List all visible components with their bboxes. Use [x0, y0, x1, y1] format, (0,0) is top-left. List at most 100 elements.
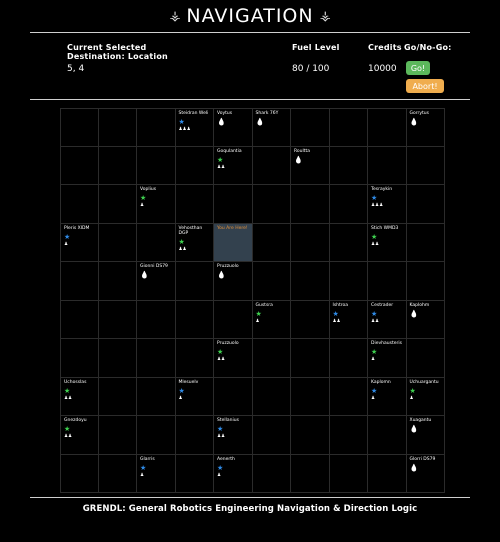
grid-cell-empty[interactable]: [291, 377, 330, 416]
grid-cell-empty[interactable]: [406, 262, 445, 301]
grid-cell-empty[interactable]: [98, 223, 137, 262]
grid-cell-location[interactable]: Kaplohm 💧: [406, 300, 445, 339]
grid-cell-empty[interactable]: [60, 339, 99, 378]
grid-cell-location[interactable]: Aenerth ★ ♟: [214, 454, 253, 493]
grid-cell-empty[interactable]: [175, 146, 214, 185]
grid-cell-empty[interactable]: [60, 185, 99, 224]
grid-cell-location[interactable]: Stellanius ★ ♟♟: [214, 416, 253, 455]
grid-cell-empty[interactable]: [60, 108, 99, 147]
grid-cell-empty[interactable]: [252, 339, 291, 378]
grid-cell-empty[interactable]: [291, 339, 330, 378]
grid-cell-location[interactable]: You Are Here!: [214, 223, 253, 262]
grid-cell-location[interactable]: Dievhausteris ★ ♟: [368, 339, 407, 378]
grid-cell-empty[interactable]: [368, 108, 407, 147]
grid-cell-empty[interactable]: [137, 339, 176, 378]
grid-cell-empty[interactable]: [214, 300, 253, 339]
grid-cell-empty[interactable]: [329, 377, 368, 416]
grid-cell-empty[interactable]: [329, 416, 368, 455]
grid-cell-location[interactable]: Pruzzuolo 💧: [214, 262, 253, 301]
grid-cell-empty[interactable]: [214, 377, 253, 416]
grid-cell-location[interactable]: Xuagantu 💧: [406, 416, 445, 455]
grid-cell-empty[interactable]: [137, 146, 176, 185]
grid-cell-empty[interactable]: [406, 185, 445, 224]
grid-cell-empty[interactable]: [98, 300, 137, 339]
grid-cell-empty[interactable]: [406, 223, 445, 262]
grid-cell-empty[interactable]: [329, 108, 368, 147]
grid-cell-location[interactable]: Glarris ★ ♟: [137, 454, 176, 493]
grid-cell-empty[interactable]: [252, 416, 291, 455]
grid-cell-empty[interactable]: [175, 262, 214, 301]
grid-cell-empty[interactable]: [60, 454, 99, 493]
grid-cell-location[interactable]: Cestrader ★ ♟♟: [368, 300, 407, 339]
grid-cell-empty[interactable]: [60, 262, 99, 301]
grid-cell-location[interactable]: Mlesuelv ★ ♟: [175, 377, 214, 416]
grid-cell-empty[interactable]: [329, 146, 368, 185]
grid-cell-location[interactable]: Uchosslas ★ ♟♟: [60, 377, 99, 416]
go-button[interactable]: Go!: [406, 61, 430, 75]
grid-cell-location[interactable]: Tesraykin ★ ♟♟♟: [368, 185, 407, 224]
grid-cell-location[interactable]: Shark 76Y 💧: [252, 108, 291, 147]
grid-cell-empty[interactable]: [329, 339, 368, 378]
grid-cell-empty[interactable]: [214, 185, 253, 224]
grid-cell-empty[interactable]: [137, 416, 176, 455]
grid-cell-empty[interactable]: [252, 454, 291, 493]
grid-cell-location[interactable]: Ishtroa ★ ♟♟: [329, 300, 368, 339]
grid-cell-empty[interactable]: [291, 454, 330, 493]
grid-cell-empty[interactable]: [60, 300, 99, 339]
grid-cell-empty[interactable]: [406, 339, 445, 378]
grid-cell-location[interactable]: Goqulantia ★ ♟♟: [214, 146, 253, 185]
grid-cell-empty[interactable]: [98, 454, 137, 493]
grid-cell-empty[interactable]: [291, 108, 330, 147]
grid-cell-empty[interactable]: [329, 262, 368, 301]
grid-cell-empty[interactable]: [368, 146, 407, 185]
grid-cell-empty[interactable]: [252, 223, 291, 262]
grid-cell-empty[interactable]: [98, 262, 137, 301]
grid-cell-location[interactable]: Gustsra ★ ♟: [252, 300, 291, 339]
grid-cell-location[interactable]: Voplius ★ ♟: [137, 185, 176, 224]
grid-cell-empty[interactable]: [137, 300, 176, 339]
grid-cell-location[interactable]: Voytus 💧: [214, 108, 253, 147]
grid-cell-location[interactable]: Vehosthan DGP ★ ♟♟: [175, 223, 214, 262]
grid-cell-location[interactable]: Kaplomn ★ ♟: [368, 377, 407, 416]
grid-cell-location[interactable]: Gionni DS79 💧: [137, 262, 176, 301]
grid-cell-empty[interactable]: [368, 454, 407, 493]
grid-cell-empty[interactable]: [60, 146, 99, 185]
grid-cell-empty[interactable]: [368, 262, 407, 301]
grid-cell-empty[interactable]: [291, 300, 330, 339]
grid-cell-location[interactable]: Uchuargantu ★ ♟: [406, 377, 445, 416]
grid-cell-empty[interactable]: [329, 454, 368, 493]
grid-cell-empty[interactable]: [175, 416, 214, 455]
grid-cell-empty[interactable]: [175, 454, 214, 493]
grid-cell-location[interactable]: Roultta 💧: [291, 146, 330, 185]
grid-cell-location[interactable]: Steidran Weli ★ ♟♟♟: [175, 108, 214, 147]
abort-button[interactable]: Abort!: [406, 79, 444, 93]
grid-cell-empty[interactable]: [137, 108, 176, 147]
grid-cell-empty[interactable]: [329, 185, 368, 224]
grid-cell-empty[interactable]: [252, 185, 291, 224]
grid-cell-empty[interactable]: [175, 185, 214, 224]
grid-cell-location[interactable]: Gnezdoyu ★ ♟♟: [60, 416, 99, 455]
grid-cell-empty[interactable]: [291, 185, 330, 224]
grid-cell-empty[interactable]: [98, 108, 137, 147]
grid-cell-empty[interactable]: [406, 146, 445, 185]
grid-cell-empty[interactable]: [175, 300, 214, 339]
grid-cell-empty[interactable]: [175, 339, 214, 378]
grid-cell-location[interactable]: Stich WMD3 ★ ♟♟: [368, 223, 407, 262]
grid-cell-location[interactable]: Pleris XIDM ★ ♟: [60, 223, 99, 262]
grid-cell-empty[interactable]: [252, 262, 291, 301]
grid-cell-empty[interactable]: [98, 377, 137, 416]
grid-cell-location[interactable]: Glorri DS79 💧: [406, 454, 445, 493]
grid-cell-empty[interactable]: [98, 185, 137, 224]
grid-cell-empty[interactable]: [291, 223, 330, 262]
grid-cell-empty[interactable]: [98, 146, 137, 185]
grid-cell-empty[interactable]: [98, 416, 137, 455]
grid-cell-empty[interactable]: [252, 377, 291, 416]
grid-cell-empty[interactable]: [137, 377, 176, 416]
grid-cell-location[interactable]: Gorrytus 💧: [406, 108, 445, 147]
grid-cell-empty[interactable]: [252, 146, 291, 185]
grid-cell-empty[interactable]: [368, 416, 407, 455]
grid-cell-empty[interactable]: [98, 339, 137, 378]
grid-cell-empty[interactable]: [291, 262, 330, 301]
grid-cell-empty[interactable]: [291, 416, 330, 455]
grid-cell-empty[interactable]: [137, 223, 176, 262]
